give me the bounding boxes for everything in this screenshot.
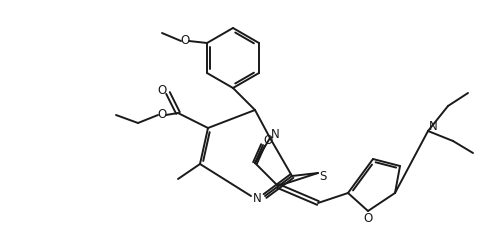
Text: O: O [157,83,166,97]
Text: O: O [263,134,272,146]
Text: O: O [157,109,166,122]
Text: O: O [180,34,189,48]
Text: O: O [363,212,372,225]
Text: S: S [318,170,326,182]
Text: N: N [252,192,261,206]
Text: N: N [428,121,437,134]
Text: N: N [270,128,279,142]
